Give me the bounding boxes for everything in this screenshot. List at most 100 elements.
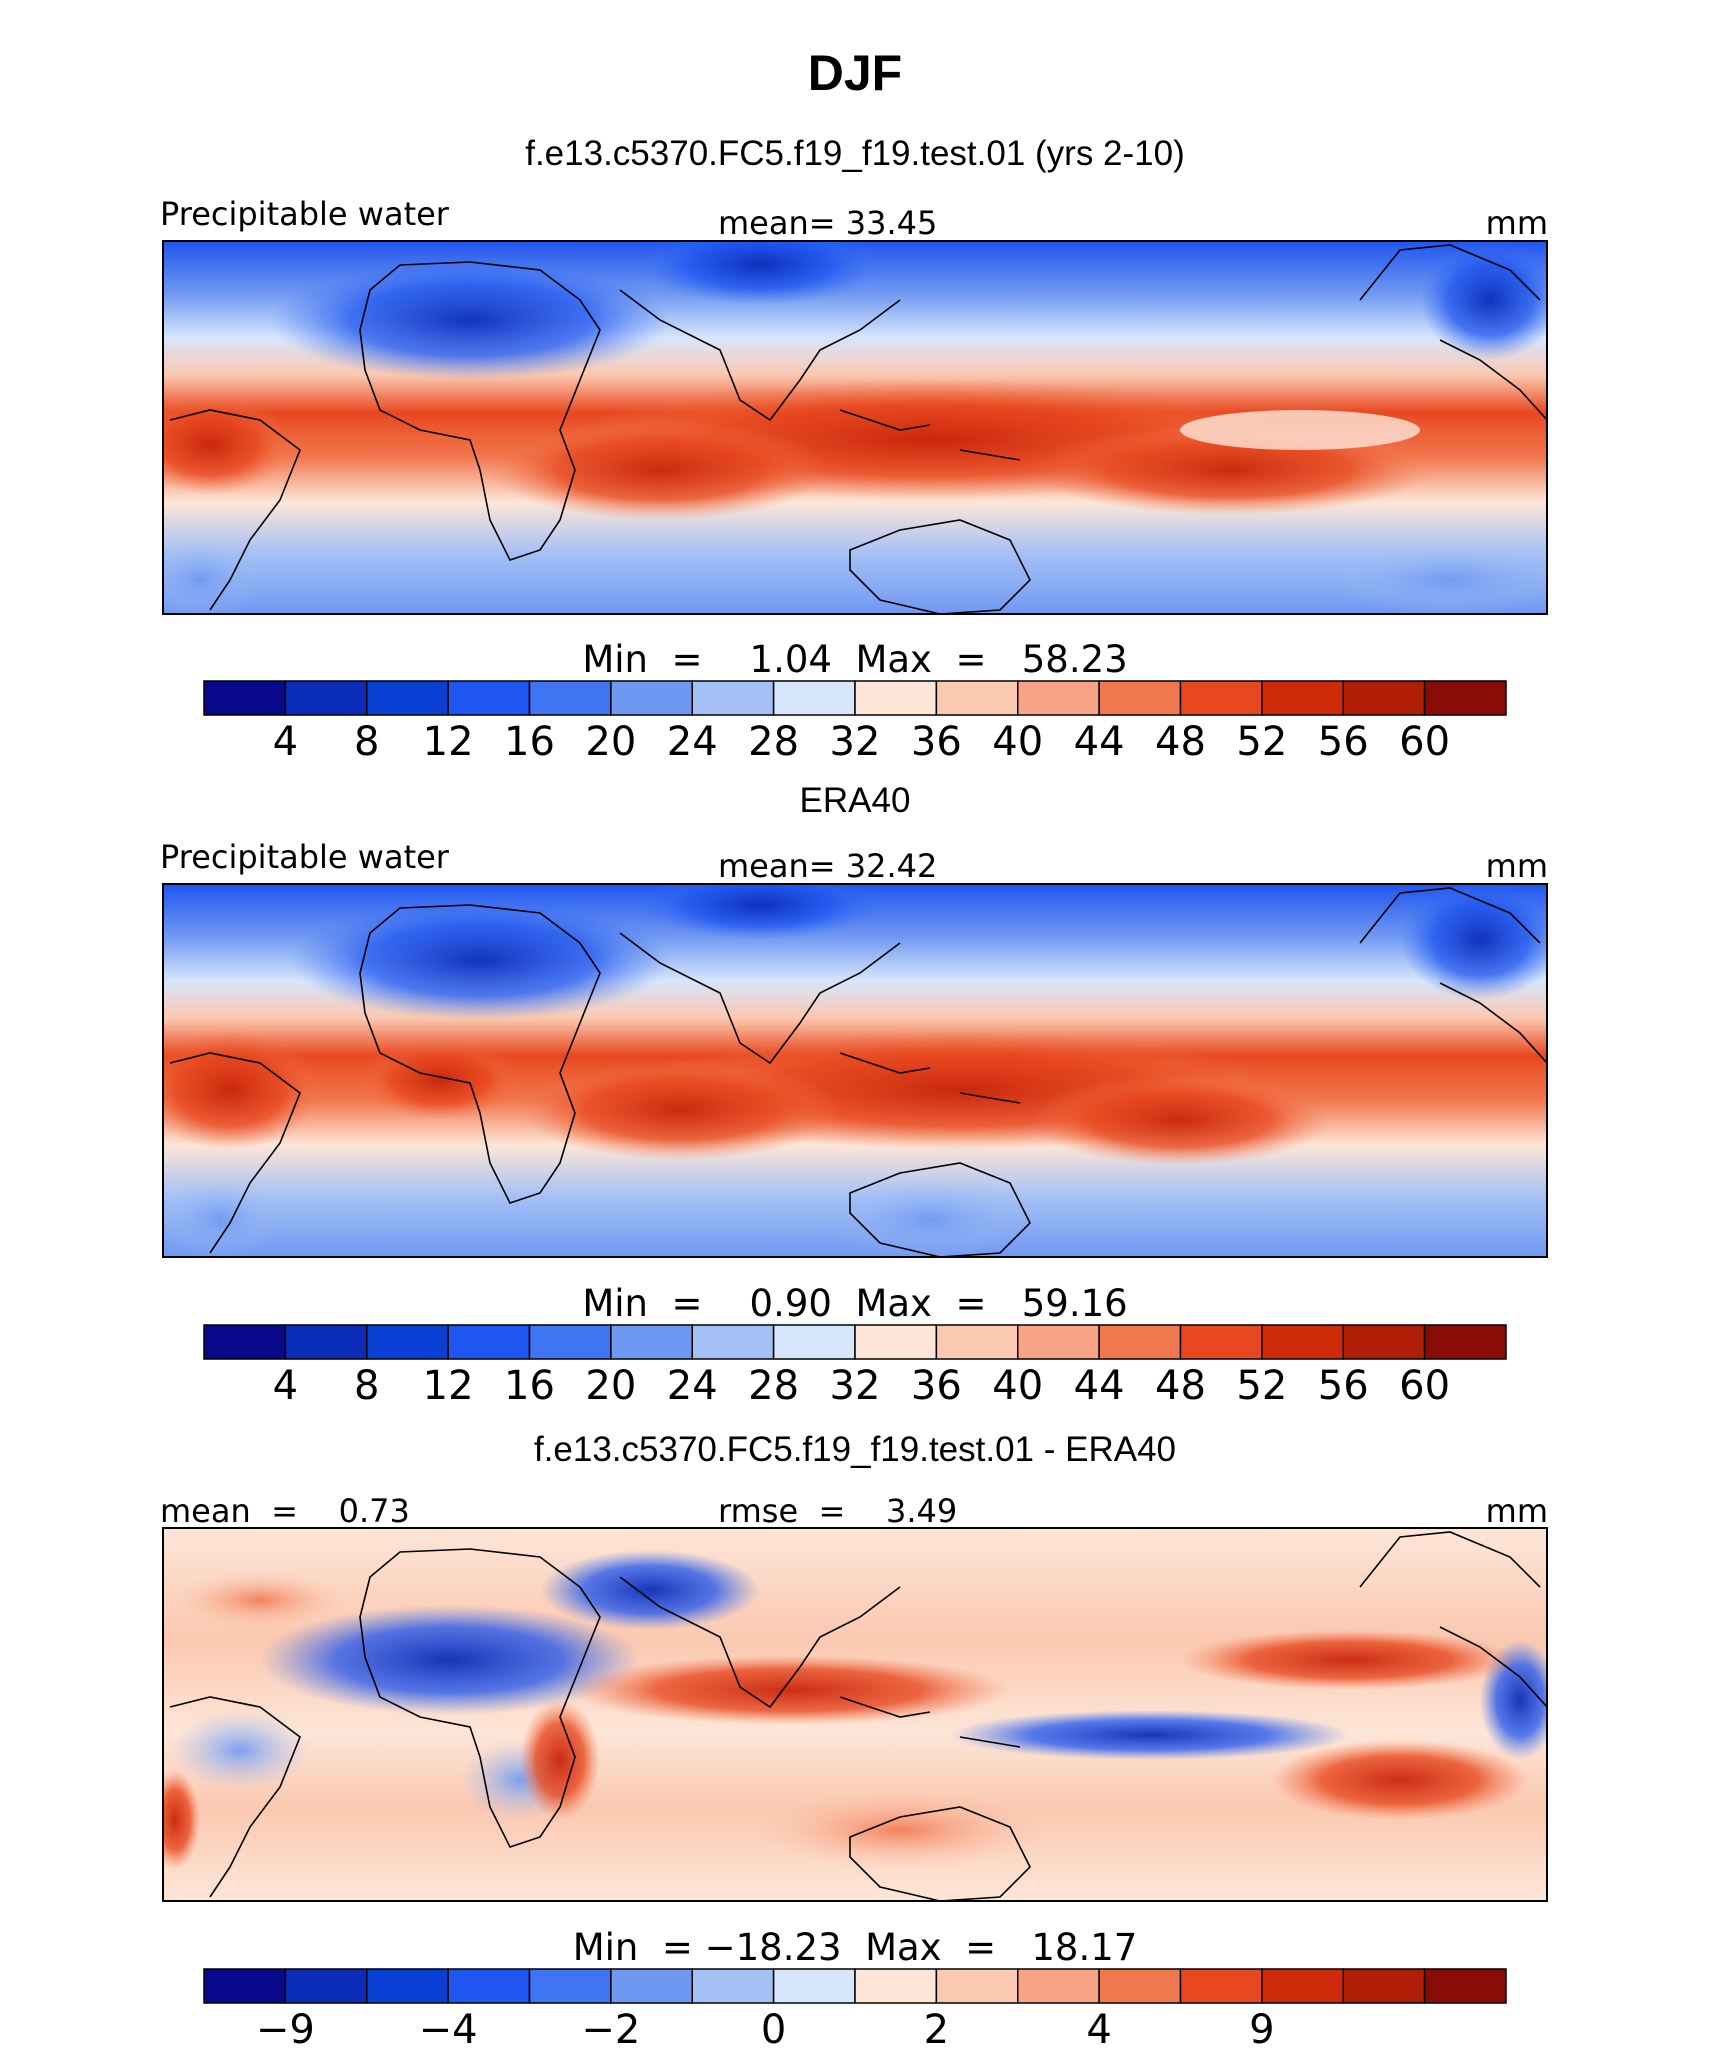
minmax-label: Min = 1.04 Max = 58.23 xyxy=(582,638,1127,681)
panel-units: mm xyxy=(1486,204,1548,242)
colorbar-swatch xyxy=(610,1324,693,1360)
colorbar-tick-label: 32 xyxy=(830,1363,881,1409)
colorbar-tick-label: 12 xyxy=(423,1363,474,1409)
colorbar-tick-label: 0 xyxy=(761,2007,786,2048)
colorbar-swatch xyxy=(772,680,856,716)
panel-left-label: Precipitable water xyxy=(160,838,450,876)
colorbar-swatch xyxy=(772,1968,856,2004)
colorbar-tick-label: 2 xyxy=(924,2007,949,2048)
panel-units: mm xyxy=(1486,1492,1548,1530)
panel-center-label: mean= 33.45 xyxy=(718,204,937,242)
map-coastlines xyxy=(169,887,1547,1257)
map-coastlines xyxy=(169,244,1547,614)
colorbar-swatch xyxy=(1179,1968,1263,2004)
panel-subtitle: f.e13.c5370.FC5.f19_f19.test.01 - ERA40 xyxy=(534,1430,1176,1469)
colorbar-swatch xyxy=(447,1324,531,1360)
colorbar-swatch xyxy=(284,1968,368,2004)
colorbar-swatch xyxy=(610,1968,693,2004)
colorbar-tick-label: 56 xyxy=(1318,1363,1369,1409)
colorbar-swatch xyxy=(284,680,368,716)
colorbar-swatch xyxy=(1179,680,1263,716)
colorbar-tick-label: 40 xyxy=(992,1363,1043,1409)
map-field xyxy=(163,884,1547,1257)
colorbar: −9 −4 −2 0 2 4 9 xyxy=(203,1968,1507,2048)
colorbar-tick-label: 16 xyxy=(504,1363,555,1409)
colorbar-swatch xyxy=(1423,1324,1507,1360)
colorbar-swatch xyxy=(1423,680,1507,716)
colorbar-tick-label: 20 xyxy=(585,1363,636,1409)
colorbar-swatch xyxy=(691,1324,775,1360)
panel-model: f.e13.c5370.FC5.f19_f19.test.01 (yrs 2-1… xyxy=(160,134,1548,765)
panel-left-label: mean = 0.73 xyxy=(160,1492,410,1530)
colorbar-swatch xyxy=(203,1968,287,2004)
panel-units: mm xyxy=(1486,847,1548,885)
colorbar-tick-label: 12 xyxy=(423,719,474,765)
colorbar-tick-label: 60 xyxy=(1399,1363,1450,1409)
colorbar-swatch xyxy=(610,680,693,716)
colorbar-tick-label: 40 xyxy=(992,719,1043,765)
minmax-label: Min = −18.23 Max = 18.17 xyxy=(573,1926,1138,1969)
colorbar-tick-label: 9 xyxy=(1249,2007,1274,2048)
map-field xyxy=(163,1528,1547,1901)
colorbar-swatch xyxy=(366,680,449,716)
colorbar-swatch xyxy=(1017,680,1100,716)
colorbar-tick-label: 4 xyxy=(1086,2007,1111,2048)
colorbar-swatch xyxy=(854,680,938,716)
colorbar-tick-label: 20 xyxy=(585,719,636,765)
colorbar: 4 8 12 16 20 24 28 32 36 40 44 48 52 56 60 xyxy=(203,1324,1507,1409)
colorbar-swatch xyxy=(1098,680,1182,716)
map-frame xyxy=(162,240,1548,615)
colorbar-tick-label: 28 xyxy=(748,719,799,765)
colorbar-swatch xyxy=(447,1968,531,2004)
panel-obs: ERA40 Precipitable water mean= 32.42 mm xyxy=(160,781,1548,1409)
colorbar-tick-label: −4 xyxy=(419,2007,478,2048)
colorbar-swatch xyxy=(1423,1968,1507,2004)
panel-center-label: rmse = 3.49 xyxy=(718,1492,957,1530)
colorbar-swatch xyxy=(935,680,1019,716)
panel-diff: f.e13.c5370.FC5.f19_f19.test.01 - ERA40 … xyxy=(160,1430,1548,2048)
figure-title: DJF xyxy=(808,45,902,101)
colorbar-tick-label: 44 xyxy=(1074,719,1125,765)
colorbar-swatch xyxy=(691,1968,775,2004)
colorbar-swatch xyxy=(1179,1324,1263,1360)
colorbar-swatch xyxy=(1017,1324,1100,1360)
map-frame xyxy=(162,883,1548,1258)
colorbar-swatch xyxy=(1261,1324,1344,1360)
colorbar-swatch xyxy=(366,1324,449,1360)
colorbar-swatch xyxy=(447,680,531,716)
colorbar-swatch xyxy=(1342,680,1426,716)
colorbar-tick-label: 48 xyxy=(1155,1363,1206,1409)
colorbar-tick-label: 60 xyxy=(1399,719,1450,765)
colorbar-tick-label: 32 xyxy=(830,719,881,765)
panel-center-label: mean= 32.42 xyxy=(718,847,937,885)
colorbar-swatch xyxy=(854,1968,938,2004)
colorbar-tick-label: 24 xyxy=(667,1363,718,1409)
colorbar-swatch xyxy=(528,1324,612,1360)
colorbar-tick-label: 56 xyxy=(1318,719,1369,765)
map-frame xyxy=(162,1527,1548,1902)
colorbar-tick-label: 36 xyxy=(911,1363,962,1409)
colorbar-tick-label: 4 xyxy=(273,1363,298,1409)
colorbar-tick-label: −2 xyxy=(581,2007,640,2048)
colorbar-swatch xyxy=(203,1324,287,1360)
colorbar-tick-label: 48 xyxy=(1155,719,1206,765)
colorbar: 4 8 12 16 20 24 28 32 36 40 44 48 52 56 60 xyxy=(203,680,1507,765)
panel-subtitle: ERA40 xyxy=(800,781,911,820)
colorbar-swatch xyxy=(854,1324,938,1360)
colorbar-swatch xyxy=(691,680,775,716)
colorbar-swatch xyxy=(1261,680,1344,716)
colorbar-tick-label: 8 xyxy=(354,719,379,765)
colorbar-swatch xyxy=(528,680,612,716)
colorbar-tick-label: 44 xyxy=(1074,1363,1125,1409)
colorbar-tick-label: 24 xyxy=(667,719,718,765)
colorbar-swatch xyxy=(1261,1968,1344,2004)
colorbar-tick-label: 52 xyxy=(1236,719,1287,765)
colorbar-tick-label: 28 xyxy=(748,1363,799,1409)
colorbar-swatch xyxy=(366,1968,449,2004)
map-coastlines xyxy=(169,1531,1547,1901)
colorbar-swatch xyxy=(284,1324,368,1360)
colorbar-swatch xyxy=(935,1324,1019,1360)
colorbar-tick-label: 4 xyxy=(273,719,298,765)
colorbar-swatch xyxy=(772,1324,856,1360)
